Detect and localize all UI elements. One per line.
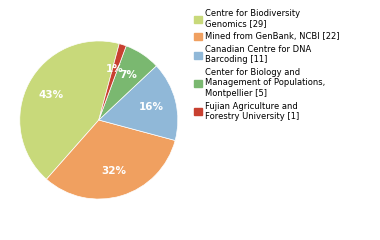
- Wedge shape: [99, 44, 126, 120]
- Wedge shape: [46, 120, 175, 199]
- Wedge shape: [99, 66, 178, 140]
- Wedge shape: [20, 41, 119, 179]
- Text: 7%: 7%: [120, 70, 138, 80]
- Text: 1%: 1%: [106, 64, 124, 74]
- Wedge shape: [99, 46, 157, 120]
- Legend: Centre for Biodiversity
Genomics [29], Mined from GenBank, NCBI [22], Canadian C: Centre for Biodiversity Genomics [29], M…: [194, 9, 339, 121]
- Text: 43%: 43%: [39, 90, 64, 100]
- Text: 16%: 16%: [138, 102, 163, 112]
- Text: 32%: 32%: [102, 167, 127, 176]
